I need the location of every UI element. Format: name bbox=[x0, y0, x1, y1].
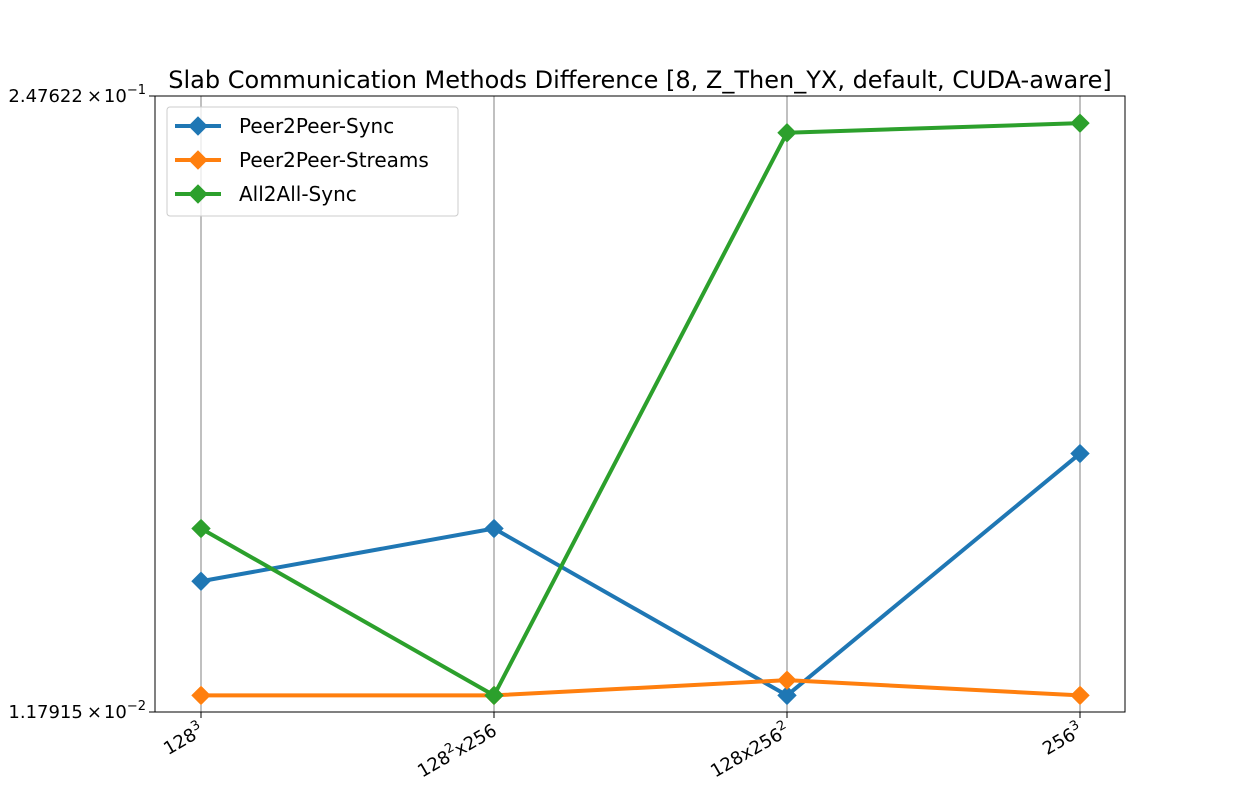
chart-title: Slab Communication Methods Difference [8… bbox=[168, 66, 1111, 94]
y-tick-label-bottom: 1.17915 × 10−2 bbox=[8, 699, 146, 723]
legend-label: All2All-Sync bbox=[239, 182, 357, 206]
data-point-all2all-sync bbox=[777, 123, 797, 143]
data-point-peer2peer-sync bbox=[191, 571, 211, 591]
series-layer bbox=[191, 113, 1090, 706]
legend-frame bbox=[166, 106, 459, 217]
legend: Peer2Peer-Sync Peer2Peer-Streams All2All-S… bbox=[166, 106, 459, 217]
data-point-peer2peer-streams bbox=[777, 670, 797, 690]
legend-item-peer2peer-sync: Peer2Peer-Sync bbox=[175, 114, 394, 138]
data-point-peer2peer-streams bbox=[1070, 685, 1090, 706]
series-peer2peer-sync bbox=[191, 443, 1090, 706]
data-point-peer2peer-sync bbox=[777, 685, 797, 706]
legend-diamond-marker bbox=[188, 116, 208, 136]
plot-area-frame bbox=[154, 95, 1126, 713]
data-point-peer2peer-sync bbox=[1070, 443, 1090, 464]
legend-item-all2all-sync: All2All-Sync bbox=[175, 182, 357, 206]
legend-label: Peer2Peer-Streams bbox=[239, 148, 429, 172]
data-point-all2all-sync bbox=[191, 518, 211, 539]
legend-diamond-marker bbox=[188, 184, 208, 204]
data-point-peer2peer-streams bbox=[191, 685, 211, 706]
series-line-peer2peer-sync bbox=[200, 451, 1082, 698]
x-tick-label: 1283 bbox=[159, 718, 208, 760]
y-axis-ticks: 2.47622 × 10−1 1.17915 × 10−2 bbox=[8, 83, 155, 723]
series-all2all-sync bbox=[191, 113, 1090, 706]
y-tick-label-top: 2.47622 × 10−1 bbox=[8, 83, 146, 107]
x-tick-label: 128x2562 bbox=[706, 718, 794, 783]
data-point-all2all-sync bbox=[484, 685, 504, 706]
data-point-peer2peer-sync bbox=[484, 518, 504, 539]
x-axis-ticks: 1283 1282x256 128x2562 2563 bbox=[159, 712, 1087, 783]
legend-diamond-marker bbox=[188, 150, 208, 170]
legend-item-peer2peer-streams: Peer2Peer-Streams bbox=[175, 148, 429, 172]
x-tick-label: 1282x256 bbox=[413, 718, 501, 783]
series-line-all2all-sync bbox=[200, 121, 1081, 698]
x-tick-label: 2563 bbox=[1038, 718, 1087, 760]
series-peer2peer-streams bbox=[191, 670, 1090, 706]
legend-label: Peer2Peer-Sync bbox=[239, 114, 394, 138]
x-grid-lines bbox=[200, 96, 1081, 712]
series-line-peer2peer-streams bbox=[201, 678, 1081, 698]
data-point-all2all-sync bbox=[1070, 113, 1090, 133]
